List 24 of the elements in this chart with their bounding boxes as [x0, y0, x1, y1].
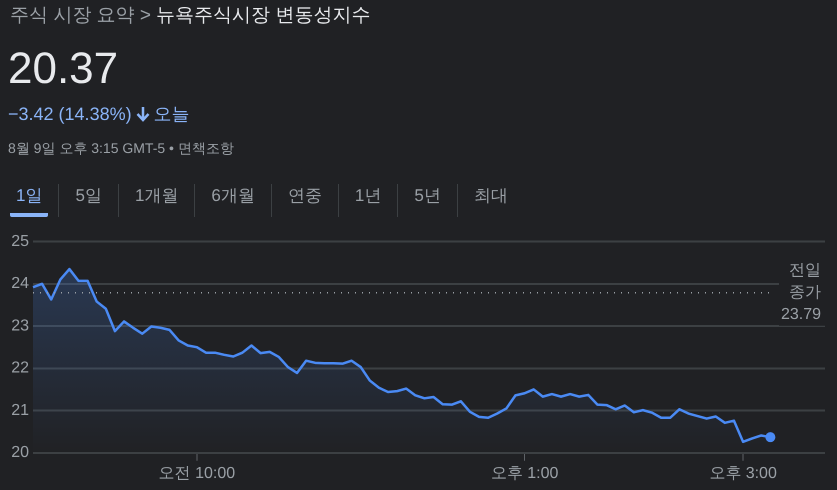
y-tick-label: 22 — [11, 360, 30, 377]
y-tick-label: 25 — [11, 233, 30, 250]
text: 1년 — [354, 185, 382, 207]
chart-title: 뉴욕주식시장 변동성지수 — [156, 5, 370, 26]
text: 1일 — [10, 184, 48, 217]
text: 주식 시장 요약 > — [10, 5, 152, 26]
text: 연중 — [286, 185, 323, 207]
y-tick-label: 20 — [11, 444, 30, 462]
text: 5년 — [413, 185, 442, 207]
x-tick-label: 오후 1:00 — [490, 464, 558, 482]
text: 최대 — [472, 185, 509, 207]
y-tick-label: 23 — [11, 317, 30, 334]
text: −3.42 (14.38%) — [8, 104, 132, 124]
text: 오늘 — [154, 103, 190, 126]
x-tick-label: 오후 3:00 — [709, 464, 777, 482]
text: 8월 9일 오후 3:15 GMT-5 • 면책조항 — [8, 140, 234, 158]
ref-line-label: 전일 종가 23.79 — [780, 262, 822, 324]
text: 6개월 — [210, 185, 256, 207]
text: 1개월 — [134, 185, 180, 207]
text: 20.37 — [8, 44, 118, 94]
y-tick-label: 24 — [11, 275, 30, 292]
x-tick-label: 오전 10:00 — [158, 464, 236, 482]
y-tick-label: 21 — [11, 402, 30, 419]
text: 5일 — [74, 185, 103, 207]
